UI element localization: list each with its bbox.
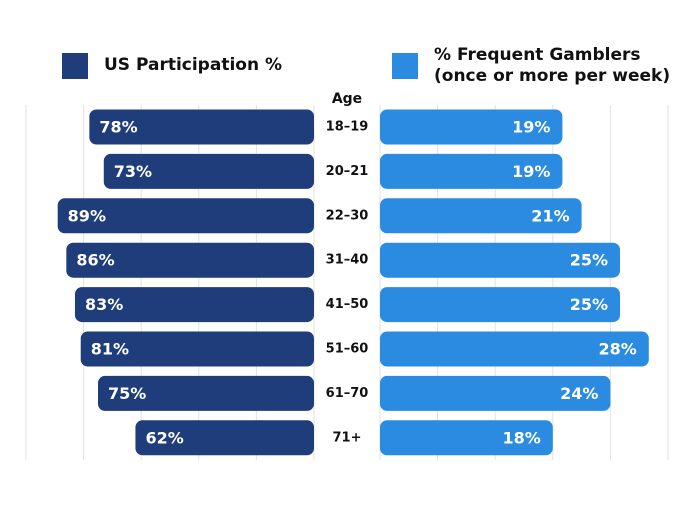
data-label: 81% [91, 340, 129, 359]
category-label: 22–30 [326, 208, 369, 223]
legend-item: % Frequent Gamblers (once or more per we… [392, 45, 682, 87]
data-label: 18% [503, 428, 541, 447]
bar [80, 331, 314, 367]
category-label: 71+ [333, 430, 362, 445]
bar [135, 420, 314, 456]
legend-swatch [392, 53, 418, 79]
legend-swatch [62, 53, 88, 79]
legend-label: % Frequent Gamblers (once or more per we… [434, 45, 671, 86]
bar [380, 420, 553, 456]
data-label: 28% [599, 340, 637, 359]
data-label: 73% [114, 162, 152, 181]
category-label: 31–40 [326, 253, 369, 268]
data-label: 25% [570, 251, 608, 270]
axis-title: Age [332, 91, 362, 107]
category-label: 41–50 [326, 297, 369, 312]
bar [74, 287, 315, 323]
bar [380, 153, 563, 189]
legend-label: US Participation % [104, 55, 283, 75]
bar [380, 375, 611, 411]
bar [66, 242, 314, 278]
bar [380, 242, 620, 278]
data-label: 89% [68, 206, 106, 225]
bar [89, 109, 314, 145]
legend-item: US Participation % [62, 53, 322, 79]
bar [57, 198, 315, 234]
data-label: 83% [85, 295, 123, 314]
bar [103, 153, 314, 189]
bar [380, 287, 620, 323]
data-label: 19% [512, 162, 550, 181]
data-label: 24% [560, 384, 598, 403]
category-label: 20–21 [326, 164, 369, 179]
data-label: 25% [570, 295, 608, 314]
bar [98, 375, 314, 411]
category-label: 51–60 [326, 342, 369, 357]
bar [380, 198, 582, 234]
data-label: 62% [145, 428, 183, 447]
category-label: 18–19 [326, 120, 369, 135]
data-label: 19% [512, 118, 550, 137]
bar [380, 109, 563, 145]
bar [380, 331, 649, 367]
data-label: 78% [99, 118, 137, 137]
data-label: 86% [76, 251, 114, 270]
data-label: 75% [108, 384, 146, 403]
category-label: 61–70 [326, 386, 369, 401]
data-label: 21% [531, 206, 569, 225]
